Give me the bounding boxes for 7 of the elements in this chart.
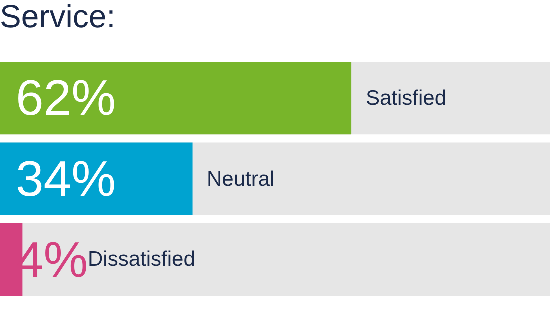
y-tick-label: Dissatisfied bbox=[88, 248, 196, 271]
chart-title: Service: bbox=[0, 0, 116, 34]
data-label: 4% bbox=[16, 232, 88, 288]
y-tick-label: Neutral bbox=[207, 168, 275, 191]
data-label: 62% bbox=[16, 70, 116, 126]
y-tick-label: Satisfied bbox=[366, 87, 447, 110]
data-label: 34% bbox=[16, 151, 116, 207]
